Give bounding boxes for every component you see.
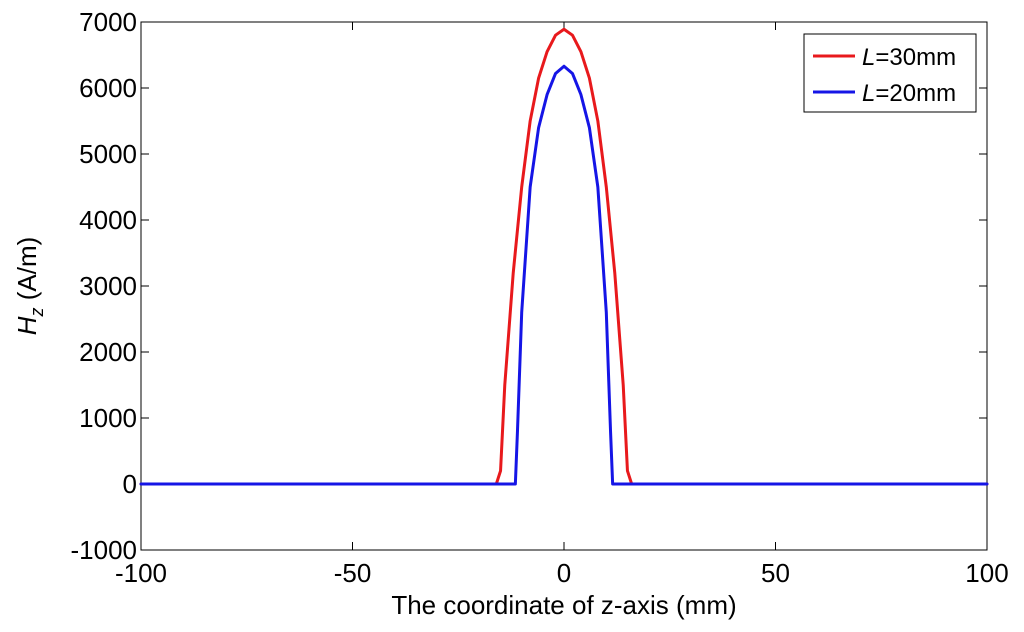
y-tick-label: 6000 <box>79 73 137 103</box>
y-axis-symbol: H <box>12 316 42 335</box>
y-tick-label: 2000 <box>79 337 137 367</box>
x-tick-label: 100 <box>965 558 1008 588</box>
y-tick-label: 0 <box>123 469 137 499</box>
legend-rest-l20: =20mm <box>875 80 956 107</box>
x-tick-label: 0 <box>557 558 571 588</box>
x-axis-label: The coordinate of z-axis (mm) <box>391 590 736 620</box>
y-tick-label: 4000 <box>79 205 137 235</box>
series-layer <box>139 27 989 486</box>
tick-labels: -100 -50 0 50 100 -1000 0 1000 2000 3000 4000 5000 6… <box>71 7 1009 588</box>
legend-label-l30: L=30mm <box>862 44 956 71</box>
y-tick-label: 7000 <box>79 7 137 37</box>
y-tick-label: -1000 <box>71 535 138 565</box>
y-axis-unit: (A/m) <box>12 237 42 308</box>
series-line-l-20mm <box>139 64 989 486</box>
y-tick-label: 1000 <box>79 403 137 433</box>
legend-var-l20: L <box>862 80 875 107</box>
y-axis-label: Hz (A/m) <box>12 237 47 336</box>
legend: L=30mm L=20mm <box>803 33 977 113</box>
series-line-l-30mm <box>139 27 989 486</box>
legend-box <box>803 33 977 113</box>
y-tick-label: 5000 <box>79 139 137 169</box>
x-tick-label: -100 <box>115 558 167 588</box>
legend-var-l30: L <box>862 44 875 71</box>
legend-label-l20: L=20mm <box>862 80 956 107</box>
y-tick-label: 3000 <box>79 271 137 301</box>
legend-rest-l30: =30mm <box>875 44 956 71</box>
x-tick-label: 50 <box>761 558 790 588</box>
y-axis-subscript: z <box>27 307 47 317</box>
x-tick-label: -50 <box>334 558 372 588</box>
